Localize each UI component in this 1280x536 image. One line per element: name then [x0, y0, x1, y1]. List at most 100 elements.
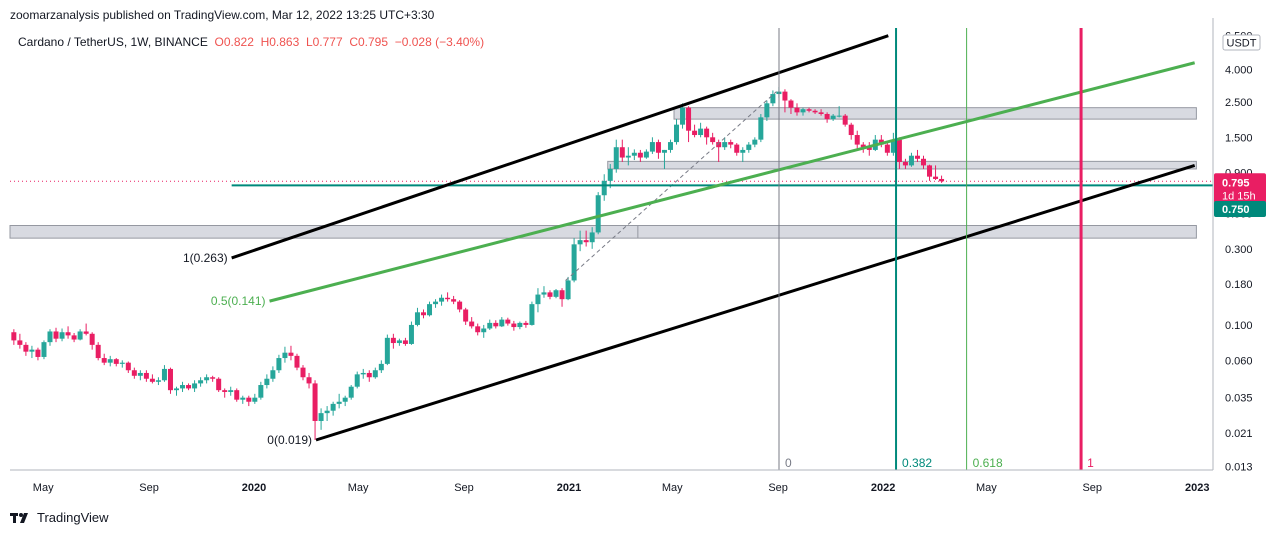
candle — [83, 323, 89, 336]
candle-body — [830, 115, 836, 120]
candle — [11, 329, 17, 345]
candle — [812, 109, 818, 114]
candle — [270, 366, 276, 382]
candle-body — [71, 335, 77, 340]
candle-body — [836, 115, 842, 117]
candle-body — [860, 144, 866, 148]
candle-body — [143, 372, 149, 379]
candle — [505, 317, 511, 326]
candle-body — [890, 139, 896, 153]
candle-body — [758, 117, 764, 140]
candle — [47, 329, 53, 346]
candle — [420, 309, 426, 319]
candle — [204, 374, 210, 384]
x-tick-label: Sep — [454, 482, 474, 494]
candle-body — [324, 410, 330, 414]
candle — [914, 149, 920, 163]
candle-body — [908, 155, 914, 166]
candle — [276, 354, 282, 373]
candle — [667, 139, 673, 153]
y-tick-label: 0.100 — [1225, 320, 1253, 332]
candle — [698, 122, 704, 138]
candle — [252, 393, 258, 404]
candle — [29, 345, 35, 359]
candle-body — [710, 137, 716, 143]
legend-close: C0.795 — [349, 35, 389, 49]
candle — [818, 109, 824, 116]
y-tick-label: 0.013 — [1225, 461, 1253, 473]
candle-body — [469, 321, 475, 327]
x-tick-label: 2020 — [242, 482, 266, 494]
candle — [908, 152, 914, 167]
candle-body — [402, 340, 408, 344]
candle — [427, 301, 433, 317]
candle-body — [186, 385, 192, 389]
candle — [330, 401, 336, 416]
candle-body — [481, 328, 487, 333]
candle-body — [806, 109, 812, 111]
candle-body — [306, 377, 312, 384]
candle-body — [342, 397, 348, 402]
candle — [408, 321, 414, 345]
candle — [704, 126, 710, 145]
candle-body — [770, 94, 776, 104]
candle-body — [294, 355, 300, 368]
candle-body — [842, 115, 848, 125]
candle-body — [445, 297, 451, 300]
y-tick-label: 0.060 — [1225, 355, 1253, 367]
candle — [463, 307, 469, 325]
candle-body — [631, 152, 637, 156]
candle-body — [607, 168, 613, 181]
candle — [384, 334, 390, 366]
channel-lower-line-label: 0(0.019) — [267, 433, 312, 447]
legend-low: L0.777 — [305, 35, 343, 49]
footer-brand[interactable]: TradingView — [10, 510, 109, 525]
candle — [372, 367, 378, 379]
candle — [378, 360, 384, 373]
candle-body — [149, 378, 155, 382]
time-fib-label: 0.382 — [902, 456, 932, 470]
candle — [228, 386, 234, 396]
candle — [794, 103, 800, 116]
candle-body — [11, 332, 17, 341]
candle-body — [420, 312, 426, 316]
candle-body — [107, 359, 113, 363]
candle-body — [752, 139, 758, 145]
candle — [511, 320, 517, 331]
candle-body — [692, 130, 698, 136]
last-price-label: 0.795 — [1222, 177, 1250, 189]
candle-body — [553, 290, 559, 297]
candle-body — [457, 301, 463, 310]
candle-body — [529, 304, 535, 325]
candle — [433, 299, 439, 308]
countdown-label: 1d 15h — [1222, 190, 1256, 202]
candle-body — [348, 386, 354, 398]
candle-body — [336, 401, 342, 404]
candle-body — [740, 149, 746, 153]
candle-body — [216, 378, 222, 391]
candle — [806, 107, 812, 113]
candle — [65, 326, 71, 339]
candle — [625, 147, 631, 166]
candle — [734, 143, 740, 156]
candle — [113, 358, 119, 367]
candle — [23, 342, 29, 356]
candle — [764, 100, 770, 121]
candle — [655, 139, 661, 159]
candle — [234, 388, 240, 402]
candle — [601, 174, 607, 201]
candle-body — [408, 324, 414, 344]
x-tick-label: Sep — [768, 482, 788, 494]
time-axis-background — [0, 470, 1213, 500]
legend-open: O0.822 — [214, 35, 254, 49]
time-fib-label: 0.618 — [973, 456, 1003, 470]
candle-body — [89, 333, 95, 345]
candle — [535, 288, 541, 313]
footer-brand-label: TradingView — [37, 510, 109, 525]
candle — [155, 377, 161, 386]
candle — [740, 147, 746, 163]
candle-body — [884, 144, 890, 153]
candle-body — [722, 142, 728, 148]
candle — [595, 192, 601, 235]
